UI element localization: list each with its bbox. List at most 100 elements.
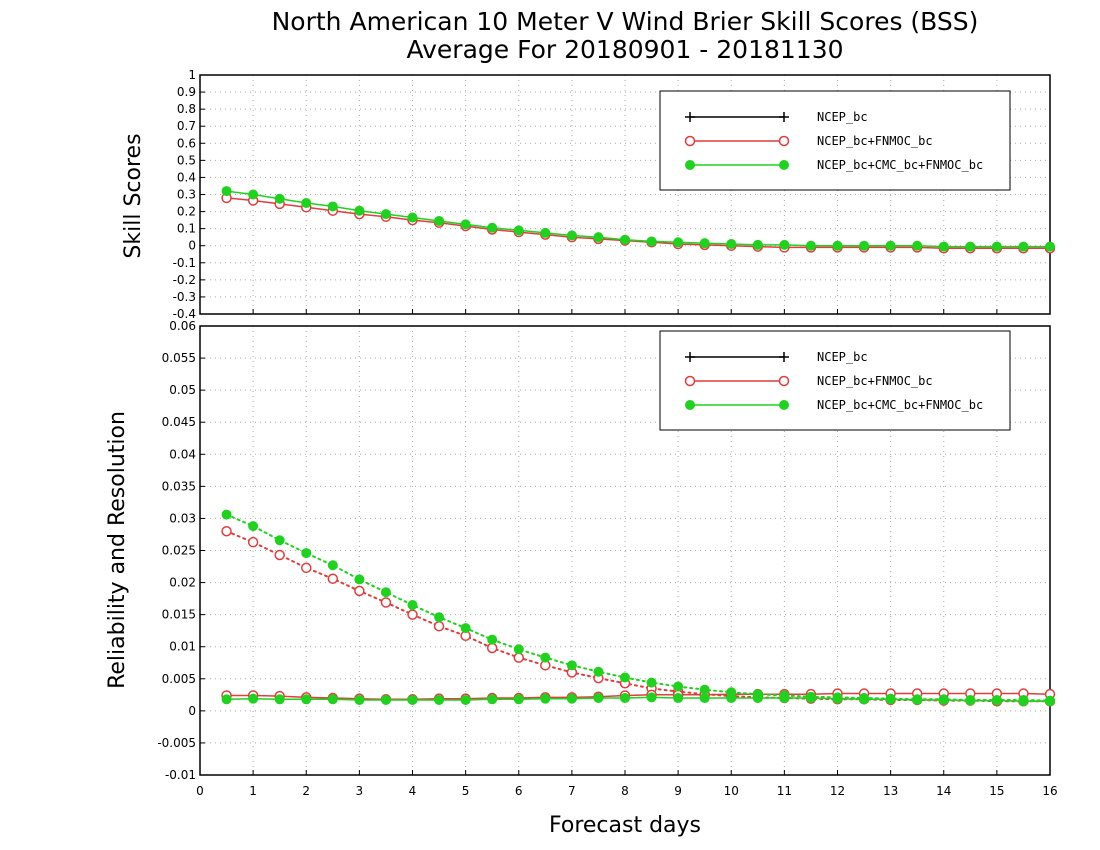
bottom-xtick-label-5: 5	[462, 784, 470, 798]
top-point-ncep-bc-cmc-bc-fnmoc-bc-28	[965, 241, 976, 252]
bottom-ytick-label-4: 0.04	[169, 447, 196, 461]
top-legend-marker-left-0	[685, 112, 695, 122]
top-point-ncep-bc-cmc-bc-fnmoc-bc-7	[407, 212, 418, 223]
bottom-point-resolution-ncep-bc-fnmoc-bc-7	[407, 609, 418, 620]
top-point-ncep-bc-cmc-bc-fnmoc-bc-30	[1018, 241, 1029, 252]
top-point-ncep-bc-cmc-bc-fnmoc-bc-17	[673, 237, 684, 248]
bottom-point-resolution-ncep-bc-cmc-bc-fnmoc-bc-15	[620, 672, 630, 683]
bottom-point-reliability-ncep-bc-cmc-bc-fnmoc-bc-27	[938, 694, 949, 705]
bottom-xtick-label-2: 2	[302, 784, 310, 798]
top-legend-marker-left-2	[685, 160, 695, 170]
top-ytick-label-10: 0	[188, 239, 196, 253]
top-ytick-label-5: 0.5	[177, 153, 196, 167]
x-axis-label: Forecast days	[549, 813, 701, 838]
chart-title-line1: North American 10 Meter V Wind Brier Ski…	[272, 7, 979, 36]
reliability-resolution-panel: 0.060.0550.050.0450.040.0350.030.0250.02…	[157, 319, 1057, 798]
bottom-legend-label-0: NCEP_bc	[817, 350, 868, 364]
bottom-point-resolution-ncep-bc-fnmoc-bc-8	[433, 620, 445, 632]
bottom-xtick-label-12: 12	[830, 784, 845, 798]
bottom-legend-marker-right-0	[779, 352, 789, 362]
bottom-point-resolution-ncep-bc-fnmoc-bc-6	[380, 597, 392, 608]
bottom-point-resolution-ncep-bc-cmc-bc-fnmoc-bc-17	[673, 681, 684, 692]
bottom-point-resolution-ncep-bc-fnmoc-bc-2	[274, 549, 285, 561]
top-ytick-label-6: 0.4	[177, 170, 196, 184]
bottom-point-resolution-ncep-bc-cmc-bc-fnmoc-bc-14	[593, 666, 604, 677]
bottom-legend-marker-left-2	[685, 400, 695, 410]
bottom-ytick-label-7: 0.025	[162, 544, 196, 558]
bottom-series-line-resolution-ncep-bc-fnmoc-bc	[225, 530, 1051, 703]
bottom-ytick-label-9: 0.015	[162, 608, 196, 622]
bottom-point-resolution-ncep-bc-cmc-bc-fnmoc-bc-6	[380, 587, 391, 598]
bottom-ytick-label-14: -0.01	[165, 768, 196, 782]
top-legend-label-2: NCEP_bc+CMC_bc+FNMOC_bc	[817, 158, 983, 172]
top-ytick-label-1: 0.9	[177, 85, 196, 99]
bottom-point-reliability-ncep-bc-cmc-bc-fnmoc-bc-3	[301, 694, 312, 705]
bottom-point-resolution-ncep-bc-cmc-bc-fnmoc-bc-1	[248, 521, 259, 532]
bottom-point-resolution-ncep-bc-cmc-bc-fnmoc-bc-10	[487, 634, 498, 645]
top-point-ncep-bc-cmc-bc-fnmoc-bc-3	[301, 198, 312, 209]
bottom-point-reliability-ncep-bc-cmc-bc-fnmoc-bc-5	[354, 694, 365, 705]
bottom-y-axis-label: Reliability and Resolution	[105, 411, 130, 689]
top-point-ncep-bc-cmc-bc-fnmoc-bc-5	[354, 205, 365, 216]
bottom-point-reliability-ncep-bc-cmc-bc-fnmoc-bc-23	[832, 693, 843, 704]
top-point-ncep-bc-cmc-bc-fnmoc-bc-14	[593, 232, 604, 243]
bottom-xtick-label-7: 7	[568, 784, 576, 798]
skill-scores-panel: 1 0.9 0.8 0.7 0.6 0.5 0.4 0.3 0.2 0.1 0 -0.1 -0.2 -0.…	[173, 68, 1056, 321]
bottom-ytick-label-0: 0.06	[169, 319, 196, 333]
bottom-point-resolution-ncep-bc-cmc-bc-fnmoc-bc-12	[540, 652, 551, 663]
top-point-ncep-bc-cmc-bc-fnmoc-bc-4	[327, 201, 338, 212]
top-legend-marker-right-0	[779, 112, 789, 122]
bottom-xtick-label-0: 0	[196, 784, 204, 798]
bottom-point-resolution-ncep-bc-fnmoc-bc-11	[513, 652, 524, 663]
top-point-ncep-bc-cmc-bc-fnmoc-bc-12	[540, 227, 551, 238]
bottom-xtick-label-15: 15	[989, 784, 1004, 798]
bottom-point-reliability-ncep-bc-cmc-bc-fnmoc-bc-9	[460, 694, 471, 705]
bottom-xtick-label-14: 14	[936, 784, 951, 798]
top-point-ncep-bc-cmc-bc-fnmoc-bc-27	[938, 241, 949, 252]
bottom-xtick-label-9: 9	[674, 784, 682, 798]
bottom-point-resolution-ncep-bc-cmc-bc-fnmoc-bc-16	[646, 677, 657, 688]
bottom-point-resolution-ncep-bc-fnmoc-bc-3	[301, 562, 312, 574]
top-ytick-label-13: -0.3	[173, 290, 196, 304]
bottom-point-resolution-ncep-bc-cmc-bc-fnmoc-bc-13	[566, 660, 577, 671]
bottom-point-reliability-ncep-bc-cmc-bc-fnmoc-bc-8	[434, 694, 445, 705]
bottom-xtick-label-13: 13	[883, 784, 898, 798]
bottom-ytick-label-2: 0.05	[169, 383, 196, 397]
bottom-point-resolution-ncep-bc-cmc-bc-fnmoc-bc-7	[407, 600, 418, 611]
bottom-point-reliability-ncep-bc-cmc-bc-fnmoc-bc-15	[620, 693, 630, 704]
bottom-point-reliability-ncep-bc-cmc-bc-fnmoc-bc-26	[912, 694, 923, 705]
top-point-ncep-bc-cmc-bc-fnmoc-bc-29	[991, 241, 1002, 252]
bottom-point-resolution-ncep-bc-cmc-bc-fnmoc-bc-2	[274, 535, 285, 546]
top-ytick-label-3: 0.7	[177, 119, 196, 133]
top-point-ncep-bc-cmc-bc-fnmoc-bc-21	[779, 239, 790, 250]
bottom-point-resolution-ncep-bc-cmc-bc-fnmoc-bc-3	[301, 548, 312, 559]
top-point-ncep-bc-cmc-bc-fnmoc-bc-10	[487, 222, 498, 233]
bottom-ytick-label-12: 0	[188, 704, 196, 718]
bottom-ytick-label-10: 0.01	[169, 640, 196, 654]
bottom-ytick-label-11: 0.005	[162, 672, 196, 686]
bottom-xtick-label-11: 11	[777, 784, 792, 798]
top-point-ncep-bc-cmc-bc-fnmoc-bc-23	[832, 240, 843, 251]
bottom-point-reliability-ncep-bc-cmc-bc-fnmoc-bc-28	[965, 695, 976, 706]
bottom-xtick-label-6: 6	[515, 784, 523, 798]
bottom-point-resolution-ncep-bc-cmc-bc-fnmoc-bc-5	[354, 574, 365, 585]
top-point-ncep-bc-cmc-bc-fnmoc-bc-2	[274, 193, 285, 204]
bottom-point-reliability-ncep-bc-cmc-bc-fnmoc-bc-0	[221, 694, 232, 705]
top-y-axis-label: Skill Scores	[121, 133, 146, 258]
top-point-ncep-bc-cmc-bc-fnmoc-bc-19	[726, 239, 737, 250]
bottom-point-reliability-ncep-bc-cmc-bc-fnmoc-bc-25	[885, 694, 896, 705]
top-legend-label-0: NCEP_bc	[817, 110, 868, 124]
top-point-ncep-bc-cmc-bc-fnmoc-bc-25	[885, 240, 896, 251]
bottom-point-reliability-ncep-bc-cmc-bc-fnmoc-bc-16	[646, 692, 657, 703]
bottom-xtick-label-4: 4	[409, 784, 417, 798]
top-ytick-label-12: -0.2	[173, 273, 196, 287]
bottom-ytick-label-5: 0.035	[162, 479, 196, 493]
bottom-xtick-label-16: 16	[1042, 784, 1057, 798]
top-series-line-ncep-bc-cmc-bc-fnmoc-bc	[226, 190, 1050, 248]
top-ytick-label-8: 0.2	[177, 205, 196, 219]
top-legend-marker-right-1	[778, 135, 790, 147]
bottom-point-reliability-ncep-bc-cmc-bc-fnmoc-bc-19	[726, 693, 737, 704]
top-ytick-label-7: 0.3	[177, 188, 196, 202]
bottom-point-reliability-ncep-bc-cmc-bc-fnmoc-bc-29	[991, 695, 1002, 706]
